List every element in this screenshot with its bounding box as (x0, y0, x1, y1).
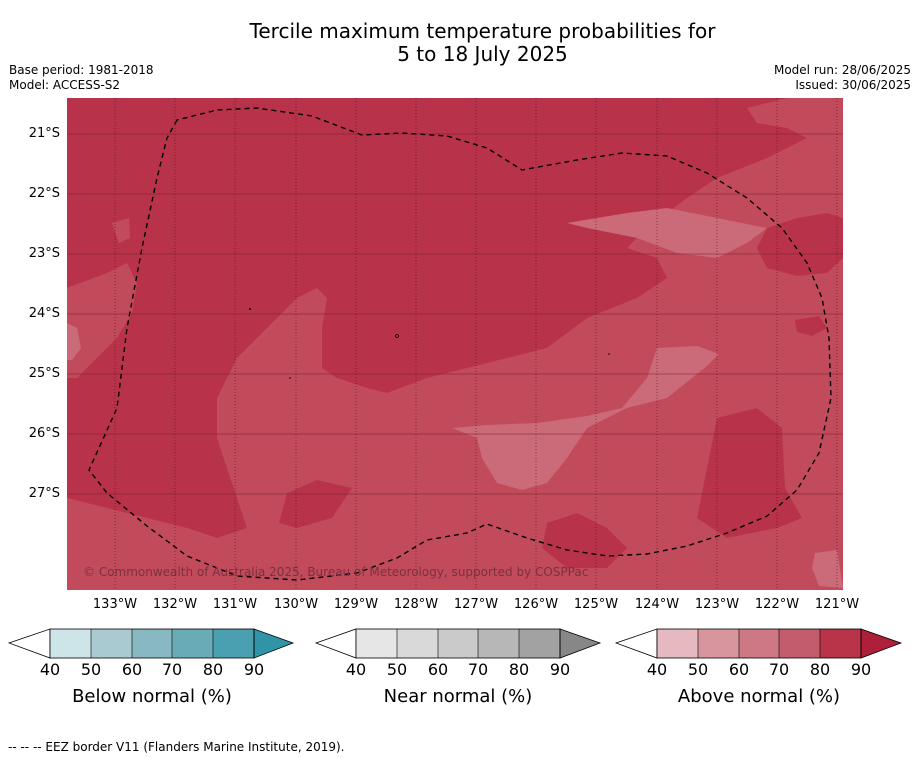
lat-label: 26°S (28, 426, 60, 441)
above-80-90-region-east (757, 213, 843, 276)
colorbar-tick: 80 (508, 660, 530, 679)
colorbar-swatch (739, 629, 779, 658)
colorbar-swatch (172, 629, 213, 658)
colorbar-swatch (50, 629, 91, 658)
island-marker (249, 308, 251, 310)
lat-label: 22°S (28, 186, 60, 201)
colorbar-swatch (820, 629, 861, 658)
model-run: Model run: 28/06/2025 (773, 63, 911, 77)
above-80-90-region-small (279, 480, 352, 528)
copyright-text: © Commonwealth of Australia 2025, Bureau… (83, 565, 589, 579)
longitude-gridlines (114, 98, 838, 590)
lon-label: 123°W (694, 597, 740, 612)
lat-label: 25°S (28, 366, 60, 381)
island-marker (395, 334, 399, 338)
lon-label: 130°W (273, 597, 319, 612)
colorbar-extend-min (8, 628, 51, 659)
lon-label: 129°W (333, 597, 379, 612)
probability-map (67, 98, 843, 590)
island-marker (608, 353, 610, 355)
colorbar-tick: 60 (427, 660, 449, 679)
colorbar-tick: 90 (850, 660, 872, 679)
colorbar-tick: 50 (386, 660, 408, 679)
colorbar-swatch (657, 629, 698, 658)
colorbar-near-normal (315, 628, 602, 659)
colorbar-swatch (438, 629, 478, 658)
above-70-80-patch-west (67, 263, 137, 378)
lon-label: 131°W (212, 597, 258, 612)
colorbar-swatch (356, 629, 397, 658)
colorbar-tick: 70 (161, 660, 183, 679)
lon-label: 128°W (393, 597, 439, 612)
colorbar-extend-max (253, 628, 295, 659)
colorbar-swatch (132, 629, 172, 658)
colorbar-swatch (698, 629, 739, 658)
colorbar-tick: 40 (39, 660, 61, 679)
lon-label: 132°W (152, 597, 198, 612)
colorbar-swatch (519, 629, 560, 658)
colorbar-tick: 60 (728, 660, 750, 679)
colorbar-tick: 40 (646, 660, 668, 679)
colorbar-tick: 80 (809, 660, 831, 679)
colorbar-title-near: Near normal (%) (383, 686, 533, 707)
lon-label: 121°W (814, 597, 860, 612)
lon-label: 126°W (513, 597, 559, 612)
island-marker (289, 377, 291, 379)
colorbar-tick: 70 (467, 660, 489, 679)
colorbar-tick: 50 (687, 660, 709, 679)
lon-label: 124°W (634, 597, 680, 612)
colorbar-tick: 90 (549, 660, 571, 679)
lon-label: 125°W (573, 597, 619, 612)
lon-label: 133°W (92, 597, 138, 612)
above-80-90-region-tiny (795, 316, 827, 336)
title-line-2: 5 to 18 July 2025 (397, 42, 568, 66)
lat-label: 27°S (28, 486, 60, 501)
title-line-1: Tercile maximum temperature probabilitie… (249, 19, 716, 43)
colorbar-above-normal (615, 628, 903, 659)
colorbar-extend-max (559, 628, 602, 659)
colorbar-extend-min (615, 628, 658, 659)
lat-label: 21°S (28, 126, 60, 141)
above-60-70-region-south-east (812, 550, 843, 588)
issued-date: Issued: 30/06/2025 (795, 78, 911, 92)
above-60-70-region-west (67, 323, 81, 360)
colorbar-below-normal (8, 628, 295, 659)
eez-border (88, 107, 832, 581)
above-80-90-region-north (67, 98, 843, 538)
model-name: Model: ACCESS-S2 (9, 78, 121, 92)
lat-label: 23°S (28, 246, 60, 261)
colorbar-extend-max (860, 628, 903, 659)
lat-label: 24°S (28, 306, 60, 321)
above-80-90-region-south (542, 513, 627, 568)
colorbar-tick: 70 (768, 660, 790, 679)
colorbar-title-below: Below normal (%) (72, 686, 232, 707)
base-period: Base period: 1981-2018 (9, 63, 154, 77)
latitude-gridlines (67, 133, 843, 495)
lon-label: 122°W (754, 597, 800, 612)
colorbar-tick: 50 (80, 660, 102, 679)
colorbar-swatch (397, 629, 438, 658)
colorbar-title-above: Above normal (%) (677, 686, 841, 707)
colorbar-swatch (213, 629, 254, 658)
above-70-80-patch-north-west (112, 218, 130, 243)
above-70-80-patch-north-east (747, 98, 843, 158)
colorbar-tick: 60 (121, 660, 143, 679)
colorbar-swatch (779, 629, 820, 658)
above-60-70-region-centre (452, 346, 719, 490)
colorbar-tick: 90 (243, 660, 265, 679)
colorbar-swatch (478, 629, 519, 658)
colorbar-tick: 40 (345, 660, 367, 679)
lon-label: 127°W (453, 597, 499, 612)
above-80-90-region-south-east (697, 408, 802, 538)
colorbar-swatch (91, 629, 132, 658)
colorbar-tick: 80 (202, 660, 224, 679)
eez-legend-note: -- -- -- EEZ border V11 (Flanders Marine… (8, 740, 345, 754)
colorbar-extend-min (315, 628, 357, 659)
